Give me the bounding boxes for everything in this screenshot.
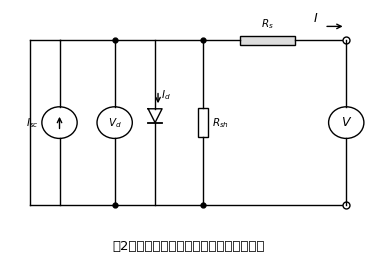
Bar xyxy=(198,108,208,138)
Bar xyxy=(239,36,295,45)
Text: 第2図　太陽電池セルの等価回路電気特性: 第2図 太陽電池セルの等価回路電気特性 xyxy=(112,240,265,253)
Text: $I_{sc}$: $I_{sc}$ xyxy=(26,116,39,130)
Polygon shape xyxy=(148,109,162,123)
Text: $V$: $V$ xyxy=(341,116,352,129)
Text: $R_s$: $R_s$ xyxy=(261,17,274,31)
Text: $V_d$: $V_d$ xyxy=(108,116,121,130)
Text: $I$: $I$ xyxy=(313,12,319,25)
Text: $I_d$: $I_d$ xyxy=(161,88,171,102)
Text: $R_{sh}$: $R_{sh}$ xyxy=(213,116,230,130)
